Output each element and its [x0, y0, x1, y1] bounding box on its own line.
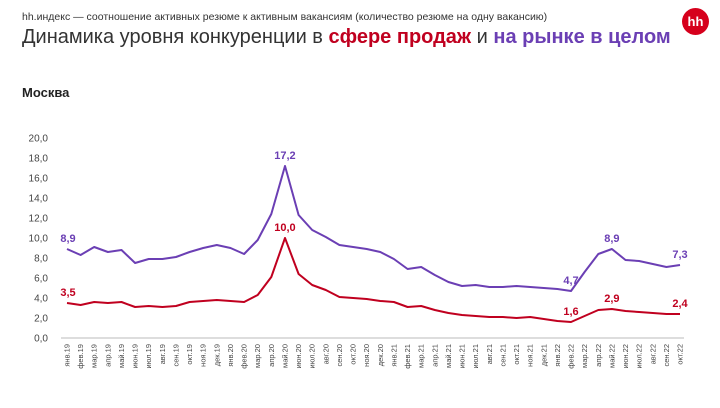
- x-tick-label: дек.19: [212, 344, 221, 366]
- x-tick-label: июн.21: [458, 344, 467, 368]
- x-tick-label: июл.20: [308, 344, 317, 368]
- x-tick-label: июл.21: [471, 344, 480, 368]
- y-tick-label: 10,0: [29, 234, 49, 245]
- x-tick-label: янв.19: [63, 344, 72, 367]
- x-tick-label: июл.19: [144, 344, 153, 368]
- x-tick-label: апр.19: [103, 344, 112, 367]
- region-label: Москва: [22, 85, 70, 100]
- x-tick-label: мар.21: [417, 344, 426, 368]
- data-label-market: 8,9: [60, 233, 75, 245]
- x-tick-label: май.20: [280, 344, 289, 368]
- x-tick-label: авг.22: [648, 344, 657, 364]
- x-tick-label: май.19: [117, 344, 126, 368]
- y-tick-label: 8,0: [34, 254, 48, 265]
- x-tick-label: май.21: [444, 344, 453, 368]
- chart-subtitle: hh.индекс — соотношение активных резюме …: [22, 11, 548, 23]
- x-tick-label: апр.22: [594, 344, 603, 367]
- x-tick-label: фев.22: [567, 344, 576, 369]
- title-part1: Динамика уровня конкуренции в: [22, 26, 329, 48]
- x-tick-label: мар.19: [90, 344, 99, 368]
- series-line-sales: [66, 237, 680, 323]
- y-tick-label: 20,0: [29, 134, 49, 145]
- x-tick-label: июл.22: [635, 344, 644, 368]
- y-tick-label: 12,0: [29, 214, 49, 225]
- x-tick-label: сен.21: [498, 344, 507, 367]
- y-tick-label: 16,0: [29, 174, 49, 185]
- x-tick-label: авг.20: [321, 344, 330, 364]
- title-part2: и: [471, 26, 494, 48]
- x-tick-label: апр.20: [267, 344, 276, 367]
- y-tick-label: 18,0: [29, 154, 49, 165]
- x-tick-label: мар.20: [253, 344, 262, 368]
- hh-logo: hh: [682, 8, 709, 35]
- x-tick-label: июн.20: [294, 344, 303, 368]
- x-tick-label: ноя.21: [526, 344, 535, 367]
- x-tick-label: янв.20: [226, 344, 235, 367]
- x-tick-label: фев.19: [76, 344, 85, 369]
- x-tick-label: авг.21: [485, 344, 494, 364]
- series-line-market: [66, 165, 681, 292]
- data-label-market: 7,3: [672, 249, 687, 261]
- x-tick-label: ноя.20: [362, 344, 371, 367]
- x-tick-label: дек.20: [376, 344, 385, 366]
- x-tick-label: окт.22: [676, 344, 685, 365]
- y-tick-label: 6,0: [34, 274, 48, 285]
- data-label-sales: 10,0: [274, 222, 295, 234]
- x-tick-label: фев.20: [240, 344, 249, 369]
- x-tick-label: июн.19: [131, 344, 140, 368]
- x-tick-label: май.22: [607, 344, 616, 368]
- data-label-sales: 2,9: [604, 293, 619, 305]
- x-tick-label: окт.20: [349, 344, 358, 365]
- data-label-sales: 2,4: [672, 298, 688, 310]
- data-label-market: 4,7: [563, 275, 578, 287]
- x-tick-label: апр.21: [430, 344, 439, 367]
- x-tick-label: янв.21: [389, 344, 398, 367]
- x-tick-label: сен.20: [335, 344, 344, 367]
- y-tick-label: 14,0: [29, 194, 49, 205]
- x-tick-label: авг.19: [158, 344, 167, 364]
- x-tick-label: сен.22: [662, 344, 671, 367]
- x-tick-label: окт.21: [512, 344, 521, 365]
- x-tick-label: фев.21: [403, 344, 412, 369]
- data-label-market: 8,9: [604, 233, 619, 245]
- x-tick-label: дек.21: [539, 344, 548, 366]
- y-tick-label: 0,0: [34, 334, 48, 345]
- data-label-sales: 1,6: [563, 306, 578, 318]
- x-tick-label: июн.22: [621, 344, 630, 368]
- x-tick-label: мар.22: [580, 344, 589, 368]
- data-label-market: 17,2: [274, 150, 295, 162]
- x-tick-label: окт.19: [185, 344, 194, 365]
- chart-title: Динамика уровня конкуренции в сфере прод…: [22, 26, 671, 49]
- title-market: на рынке в целом: [493, 26, 671, 48]
- y-tick-label: 4,0: [34, 294, 48, 305]
- x-tick-label: янв.22: [553, 344, 562, 367]
- y-tick-label: 2,0: [34, 314, 48, 325]
- title-sales: сфере продаж: [328, 26, 472, 48]
- x-tick-label: сен.19: [171, 344, 180, 367]
- data-label-sales: 3,5: [60, 287, 75, 299]
- x-tick-label: ноя.19: [199, 344, 208, 367]
